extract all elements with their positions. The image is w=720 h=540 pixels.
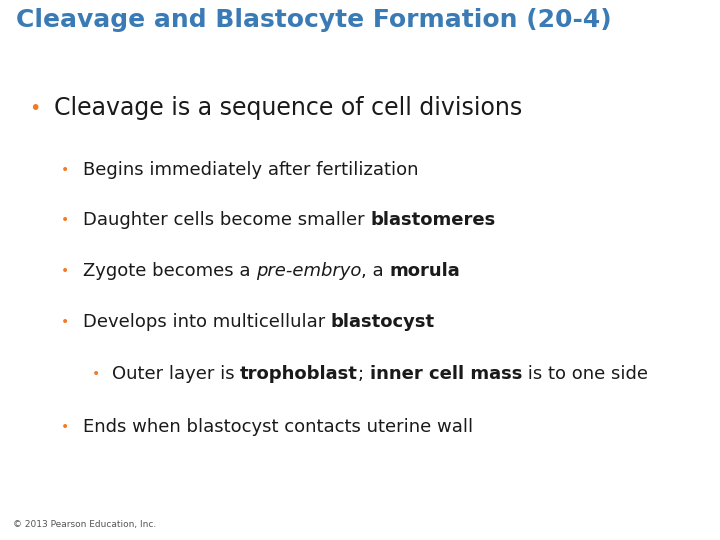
Text: © 2013 Pearson Education, Inc.: © 2013 Pearson Education, Inc. [13, 521, 156, 529]
Text: morula: morula [390, 262, 461, 280]
Text: •: • [61, 163, 69, 177]
Text: trophoblast: trophoblast [240, 364, 358, 383]
Text: , a: , a [361, 262, 390, 280]
Text: Cleavage is a sequence of cell divisions: Cleavage is a sequence of cell divisions [54, 96, 522, 120]
Text: inner cell mass: inner cell mass [370, 364, 522, 383]
Text: •: • [92, 367, 100, 381]
Text: is to one side: is to one side [522, 364, 648, 383]
Text: pre-embryo: pre-embryo [256, 262, 361, 280]
Text: •: • [61, 264, 69, 278]
Text: •: • [61, 420, 69, 434]
Text: Outer layer is: Outer layer is [112, 364, 240, 383]
Text: Ends when blastocyst contacts uterine wall: Ends when blastocyst contacts uterine wa… [83, 417, 473, 436]
Text: ;: ; [358, 364, 370, 383]
Text: blastomeres: blastomeres [370, 211, 495, 230]
Text: Cleavage and Blastocyte Formation (20-4): Cleavage and Blastocyte Formation (20-4) [16, 8, 611, 32]
Text: blastocyst: blastocyst [330, 313, 435, 331]
Text: •: • [61, 213, 69, 227]
Text: Daughter cells become smaller: Daughter cells become smaller [83, 211, 370, 230]
Text: Begins immediately after fertilization: Begins immediately after fertilization [83, 161, 418, 179]
Text: Zygote becomes a: Zygote becomes a [83, 262, 256, 280]
Text: Develops into multicellular: Develops into multicellular [83, 313, 330, 331]
Text: •: • [61, 315, 69, 329]
Text: •: • [29, 98, 40, 118]
